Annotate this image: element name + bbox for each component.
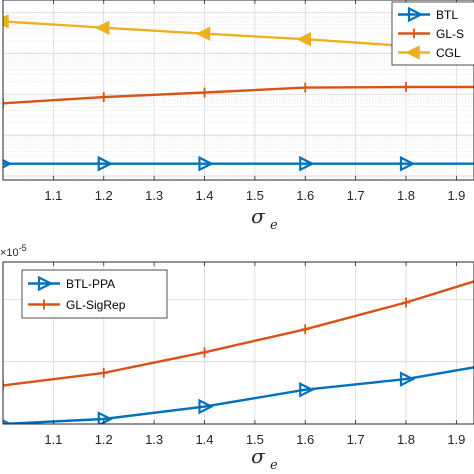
x-tick-label: 1.5: [246, 188, 264, 203]
legend-label: BTL-PPA: [66, 277, 115, 291]
x-tick-label: 1.5: [246, 432, 264, 447]
data-point: [3, 98, 7, 109]
series-line: [3, 85, 474, 105]
data-point: [3, 14, 9, 29]
legend: BTL GL-S CGL: [391, 1, 474, 66]
legend-item: BTL-PPA: [28, 275, 115, 292]
x-axis-label-subscript: e: [270, 458, 278, 473]
data-point: [97, 411, 114, 424]
data-point: [401, 81, 410, 92]
series-btl-ppa: [3, 366, 474, 424]
data-point: [198, 155, 214, 172]
data-point: [3, 419, 13, 424]
legend-item: BTL: [398, 6, 458, 23]
x-tick-label: 1.4: [195, 188, 213, 203]
legend-marker: [410, 28, 418, 39]
x-tick-labels: 1.1 1.2 1.3 1.4 1.5 1.6 1.7 1.8 1.9: [44, 262, 465, 447]
x-tick-labels: 1.1 1.2 1.3 1.4 1.5 1.6 1.7 1.8 1.9: [44, 0, 465, 203]
x-tick-label: 1.7: [347, 188, 365, 203]
data-point: [3, 380, 7, 391]
legend: BTL-PPA GL-SigRep: [21, 269, 168, 319]
data-point: [198, 398, 214, 415]
data-point: [399, 155, 416, 172]
legend-label: GL-SigRep: [66, 298, 126, 312]
data-point: [99, 92, 108, 103]
bottom-subplot: 1.1 1.2 1.3 1.4 1.5 1.6 1.7 1.8 1.9 σ e ×10-5 BTL-PP…: [0, 243, 474, 473]
legend-label: GL-S: [436, 27, 464, 41]
x-tick-label: 1.1: [44, 432, 62, 447]
data-point: [200, 347, 209, 358]
x-tick-label: 1.7: [347, 432, 365, 447]
top-subplot: 1.1 1.2 1.3 1.4 1.5 1.6 1.7 1.8 1.9 σ e BTL GL-S CGL: [2, 0, 474, 233]
data-point: [99, 367, 108, 378]
x-tick-label: 1.8: [397, 432, 415, 447]
legend-label: BTL: [436, 8, 458, 22]
x-axis-label: σ: [251, 204, 266, 228]
plot-area: [3, 280, 474, 424]
series-line: [3, 280, 474, 387]
x-tick-label: 1.2: [95, 188, 113, 203]
legend-label: CGL: [436, 46, 461, 60]
data-point: [301, 82, 310, 93]
legend-marker: [37, 275, 54, 292]
data-point: [401, 297, 410, 308]
x-tick-label: 1.3: [145, 188, 163, 203]
x-tick-label: 1.4: [195, 432, 213, 447]
x-tick-label: 1.6: [296, 188, 314, 203]
data-point: [299, 381, 315, 398]
data-point: [195, 26, 211, 41]
x-axis-label: σ: [251, 444, 266, 468]
axes-box: [2, 0, 474, 181]
y-exponent-label: ×10-5: [0, 243, 27, 259]
x-tick-label: 1.1: [44, 188, 62, 203]
x-tick-label: 1.2: [95, 432, 113, 447]
legend-item: GL-SigRep: [28, 298, 126, 312]
data-point: [200, 87, 209, 98]
x-tick-label: 1.3: [145, 432, 163, 447]
x-tick-label: 1.6: [296, 432, 314, 447]
data-point: [97, 155, 114, 172]
data-point: [399, 371, 416, 387]
legend-box: [21, 269, 168, 319]
x-axis-label-subscript: e: [270, 218, 278, 233]
legend-marker: [405, 45, 420, 60]
x-tick-label: 1.8: [397, 188, 415, 203]
data-point: [95, 20, 110, 35]
data-point: [3, 158, 13, 169]
data-point: [296, 32, 311, 47]
series-gl-sigrep: [3, 280, 474, 391]
legend-marker: [40, 299, 48, 310]
legend-item: GL-S: [398, 27, 464, 41]
series-btl: [3, 155, 474, 172]
x-tick-label: 1.9: [447, 432, 465, 447]
axes-box: [2, 261, 474, 425]
series-line: [3, 366, 474, 424]
legend-item: CGL: [398, 45, 461, 60]
data-point: [299, 155, 315, 172]
legend-marker: [407, 6, 424, 23]
series-gl-s: [3, 81, 474, 109]
x-tick-label: 1.9: [447, 188, 465, 203]
data-point: [301, 324, 310, 335]
